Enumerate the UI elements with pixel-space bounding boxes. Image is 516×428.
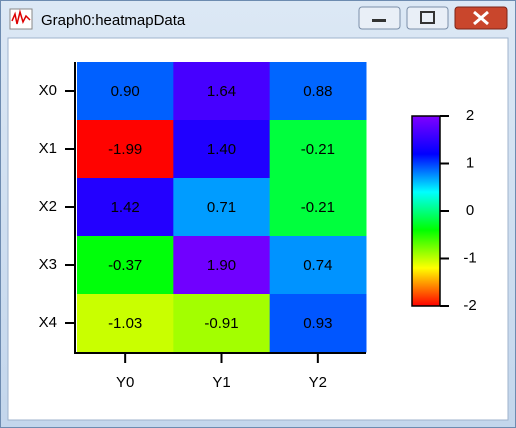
- cell-label: 1.42: [111, 199, 140, 216]
- heatmap-cell: [77, 236, 174, 295]
- app-icon: [9, 8, 33, 30]
- heatmap-cell: [77, 294, 174, 353]
- minimize-button[interactable]: [358, 6, 401, 30]
- cell-label: -0.91: [204, 315, 238, 332]
- colorbar-tick-label: -1: [463, 249, 476, 266]
- heatmap-cell: [269, 120, 367, 179]
- colorbar-tick-label: 1: [466, 154, 474, 171]
- y-tick-label: X1: [39, 140, 57, 157]
- heatmap-cell: [269, 236, 367, 295]
- heatmap-cell: [173, 120, 271, 179]
- cell-label: 0.90: [111, 83, 140, 100]
- cell-label: -0.37: [108, 257, 142, 274]
- cell-label: 0.88: [303, 83, 332, 100]
- cell-label: -0.21: [301, 199, 335, 216]
- maximize-button[interactable]: [406, 6, 449, 30]
- cell-label: 0.93: [303, 315, 332, 332]
- cell-label: 1.90: [207, 257, 236, 274]
- y-tick-label: X3: [39, 256, 57, 273]
- colorbar-tick-label: -2: [463, 297, 476, 314]
- cell-label: -1.03: [108, 315, 142, 332]
- x-tick-label: Y0: [116, 374, 134, 391]
- window-title: Graph0:heatmapData: [41, 12, 186, 29]
- x-tick-label: Y1: [212, 374, 230, 391]
- cell-label: -1.99: [108, 141, 142, 158]
- cell-label: -0.21: [301, 141, 335, 158]
- heatmap-cell: [269, 62, 367, 121]
- colorbar: [411, 115, 441, 307]
- heatmap-cell: [77, 62, 174, 121]
- y-tick-label: X4: [39, 314, 57, 331]
- colorbar-tick-label: 0: [466, 202, 474, 219]
- heatmap-cell: [173, 62, 271, 121]
- plot: 0.90 1.64 0.88 -1.99 1.40 -0.21 1.42 0.71 -0.21 -…: [39, 62, 477, 391]
- heatmap-cell: [173, 236, 271, 295]
- cell-label: 0.74: [303, 257, 332, 274]
- x-tick-label: Y2: [309, 374, 327, 391]
- y-tick-label: X0: [39, 82, 57, 99]
- heatmap-cell: [269, 178, 367, 237]
- heatmap-cell: [173, 294, 271, 353]
- colorbar-tick-label: 2: [466, 107, 474, 124]
- cell-label: 1.64: [207, 83, 236, 100]
- heatmap-cell: [173, 178, 271, 237]
- close-button[interactable]: [454, 6, 508, 30]
- heatmap-cell: [269, 294, 367, 353]
- heatmap-cell: [77, 120, 174, 179]
- cell-label: 0.71: [207, 199, 236, 216]
- cell-label: 1.40: [207, 141, 236, 158]
- y-tick-label: X2: [39, 198, 57, 215]
- heatmap-cell: [77, 178, 174, 237]
